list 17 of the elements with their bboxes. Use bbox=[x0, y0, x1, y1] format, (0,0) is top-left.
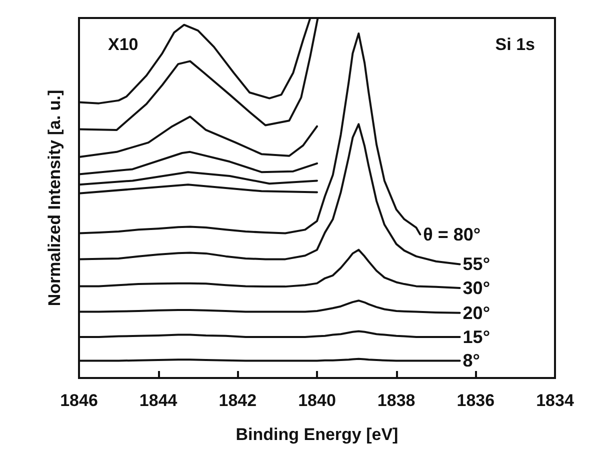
annotation: Si 1s bbox=[495, 35, 536, 54]
series-label: 55° bbox=[462, 254, 490, 274]
x-tick-label: 1836 bbox=[456, 391, 495, 410]
x-tick-label: 1846 bbox=[60, 391, 98, 410]
series-label: 30° bbox=[462, 278, 490, 298]
y-axis-title: Normalized Intensity [a. u.] bbox=[45, 90, 64, 306]
x-tick-label: 1844 bbox=[139, 391, 178, 410]
series-label: 15° bbox=[462, 326, 490, 347]
x-tick-label: 1834 bbox=[536, 391, 574, 410]
series-label: 8° bbox=[462, 350, 480, 371]
x-tick-label: 1842 bbox=[218, 391, 257, 410]
x-tick-label: 1838 bbox=[377, 391, 416, 410]
x-axis-title: Binding Energy [eV] bbox=[236, 425, 398, 444]
annotation: X10 bbox=[108, 35, 138, 54]
series-label: 20° bbox=[462, 302, 490, 323]
series-label: θ = 80° bbox=[423, 224, 481, 244]
x-tick-label: 1840 bbox=[298, 391, 336, 410]
